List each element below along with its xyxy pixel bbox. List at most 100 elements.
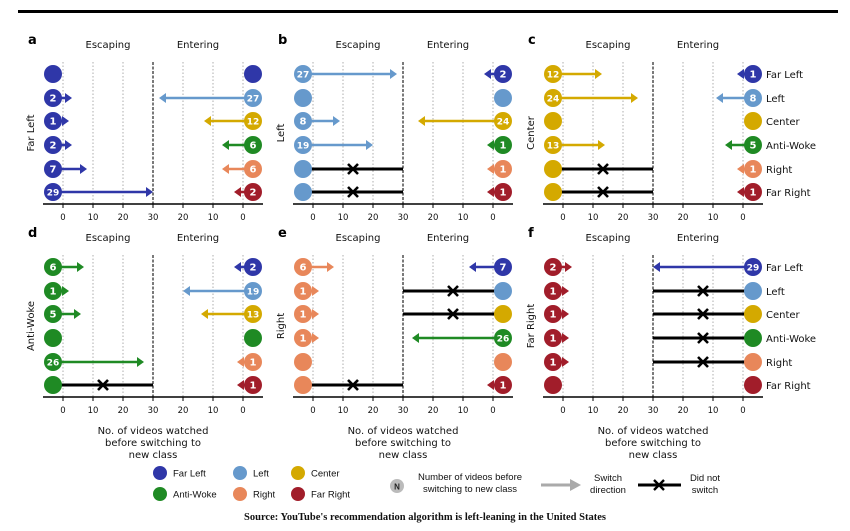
panel-letter: e: [278, 226, 287, 241]
x-tick-label: 10: [708, 406, 719, 416]
escaping-circle: [44, 65, 62, 83]
escaping-circle-value: 1: [50, 117, 57, 128]
escaping-circle: [544, 282, 562, 300]
entering-circle-value: 29: [747, 264, 760, 274]
escaping-circle: [294, 89, 312, 107]
escaping-circle-value: 1: [300, 334, 307, 345]
x-axis-label: new class: [379, 450, 428, 461]
entering-circle: [244, 376, 262, 394]
legend-swatch: [153, 466, 167, 480]
legend-label: Far Right: [311, 490, 350, 501]
entering-circle: [244, 183, 262, 201]
entering-circle: [744, 183, 762, 201]
escaping-circle: [544, 329, 562, 347]
entering-arrow-head: [201, 309, 208, 319]
entering-circle: [744, 258, 762, 276]
escaping-circle-value: 27: [297, 71, 310, 81]
y-axis-label: Far Left: [26, 114, 37, 151]
escaping-circle: [544, 65, 562, 83]
entering-circle: [494, 65, 512, 83]
legend-noswitch-label: Did not: [690, 473, 720, 484]
x-tick-label: 10: [708, 213, 719, 223]
x-tick-label: 10: [458, 406, 469, 416]
escaping-circle-value: 1: [300, 287, 307, 298]
entering-circle: [744, 305, 762, 323]
row-label: Far Left: [766, 263, 803, 274]
escaping-circle: [44, 183, 62, 201]
escaping-header: Escaping: [336, 40, 381, 51]
escaping-circle-value: 29: [47, 189, 60, 199]
entering-circle-value: 27: [247, 95, 260, 105]
y-axis-label: Far Right: [526, 304, 537, 349]
escaping-circle: [294, 258, 312, 276]
legend-swatch: [291, 487, 305, 501]
entering-circle: [494, 160, 512, 178]
entering-circle: [494, 376, 512, 394]
entering-arrow-head: [737, 187, 744, 197]
entering-circle: [744, 112, 762, 130]
entering-circle: [244, 353, 262, 371]
row-label: Right: [766, 358, 792, 369]
y-axis-label: Center: [526, 115, 537, 150]
panel-c: c Escaping Entering Center 0 10 20 30 20 10 0 12 1 Fa…: [526, 33, 816, 223]
x-tick-label: 0: [60, 406, 65, 416]
x-axis-label: new class: [629, 450, 678, 461]
entering-circle-value: 12: [247, 118, 260, 128]
panel-b: b Escaping Entering Left 0 10 20 30 20 10 0 27 2 8 24 1…: [276, 33, 513, 223]
escaping-circle-value: 6: [300, 263, 307, 274]
entering-circle: [244, 160, 262, 178]
entering-circle: [494, 282, 512, 300]
escaping-arrow-head: [562, 357, 569, 367]
escaping-circle: [544, 258, 562, 276]
entering-circle-value: 1: [500, 188, 507, 199]
x-tick-label: 0: [560, 406, 565, 416]
entering-header: Entering: [427, 40, 469, 51]
entering-circle-value: 26: [497, 335, 510, 345]
x-tick-label: 0: [240, 406, 245, 416]
legend-switch-label: direction: [590, 485, 626, 496]
y-axis-label: Left: [276, 124, 287, 143]
escaping-circle: [44, 305, 62, 323]
row-label: Right: [766, 165, 792, 176]
row-label: Far Right: [766, 188, 811, 199]
entering-no-switch-x-mark: [697, 308, 709, 320]
legend-label: Center: [311, 469, 340, 480]
x-tick-label: 30: [648, 406, 659, 416]
entering-header: Entering: [177, 233, 219, 244]
x-axis-label: new class: [129, 450, 178, 461]
escaping-circle: [294, 376, 312, 394]
entering-circle: [744, 65, 762, 83]
y-axis-label: Anti-Woke: [26, 301, 37, 351]
entering-header: Entering: [677, 233, 719, 244]
entering-arrow-head: [159, 93, 166, 103]
x-axis-label: No. of videos watched: [598, 426, 709, 437]
legend-swatch: [233, 487, 247, 501]
escaping-arrow-head: [631, 93, 638, 103]
x-tick-label: 30: [148, 213, 159, 223]
x-tick-label: 0: [240, 213, 245, 223]
x-tick-label: 10: [88, 406, 99, 416]
entering-circle-value: 2: [250, 263, 257, 274]
escaping-circle-value: 8: [300, 117, 307, 128]
escaping-header: Escaping: [86, 233, 131, 244]
x-axis-label: No. of videos watched: [348, 426, 459, 437]
entering-arrow-head: [484, 69, 491, 79]
escaping-header: Escaping: [336, 233, 381, 244]
entering-arrow-head: [487, 164, 494, 174]
escaping-arrow-head: [146, 187, 153, 197]
escaping-circle: [544, 305, 562, 323]
entering-circle: [494, 89, 512, 107]
x-tick-label: 0: [490, 406, 495, 416]
entering-circle-value: 1: [750, 70, 757, 81]
entering-circle: [744, 376, 762, 394]
escaping-circle-value: 1: [550, 334, 557, 345]
escaping-circle-value: 24: [547, 95, 560, 105]
x-tick-label: 10: [208, 213, 219, 223]
x-tick-label: 20: [678, 213, 689, 223]
entering-circle-value: 24: [497, 118, 510, 128]
row-label: Center: [766, 310, 801, 321]
x-tick-label: 30: [398, 406, 409, 416]
entering-circle: [494, 305, 512, 323]
legend-number-symbol: [390, 479, 404, 493]
legend-number-label: Number of videos before: [418, 472, 522, 483]
